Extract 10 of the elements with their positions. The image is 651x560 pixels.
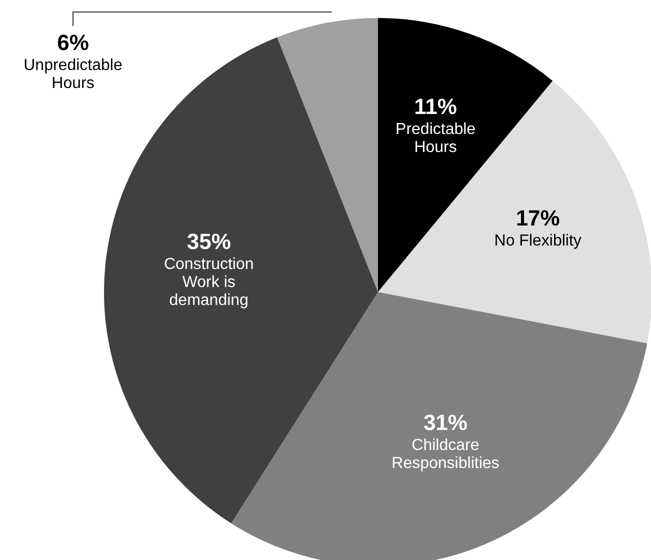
slice-label: Childcare Responsiblities <box>392 436 500 472</box>
data-label: 31% <box>423 410 468 435</box>
data-label: 6% <box>57 30 89 55</box>
data-label: 17% <box>516 205 560 230</box>
data-label: 35% <box>186 229 231 254</box>
slice-label: Unpredictable Hours <box>24 57 122 92</box>
slice-label: Predictable Hours <box>396 121 476 156</box>
slice-label: Construction Work is demanding <box>164 256 254 310</box>
slice-label: No Flexiblity <box>494 232 582 250</box>
data-label: 11% <box>414 94 457 120</box>
